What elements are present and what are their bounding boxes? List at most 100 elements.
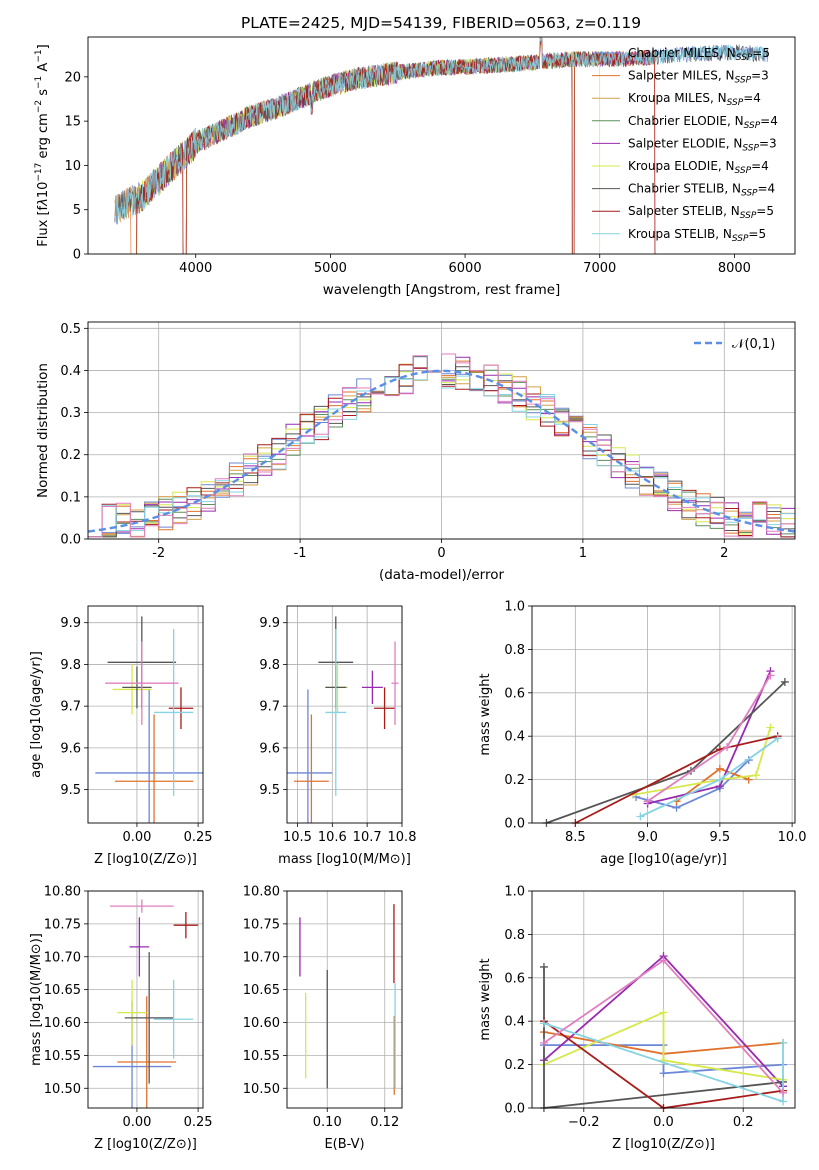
x-tick-label: 0.10 [313,1115,342,1130]
y-tick-label: 0.2 [504,1058,525,1073]
legend-label: Chabrier ELODIE, NSSP=4 [628,114,778,131]
x-tick-label: 0.25 [184,830,213,845]
x-tick-label: 5000 [314,261,347,276]
x-tick-label: 10.5 [283,830,312,845]
y-tick-label: 10.80 [44,885,81,900]
axes-frame [531,890,796,1109]
y-tick-label: 0.8 [504,928,525,943]
axes-mass_vs_ebv: 0.10 0.12 10.50 10.55 10.60 10.65 10.70 10.75 10… [243,885,403,1152]
spectra [114,37,769,254]
y-tick-label: 0.3 [60,406,81,421]
weight-line [633,727,772,796]
y-tick-label: 10.75 [44,917,81,932]
legend-label: Chabrier MILES, NSSP=5 [628,46,770,63]
legend-label: Kroupa STELIB, NSSP=5 [628,227,766,244]
weight-marker [636,812,645,821]
y-tick-label: 10.70 [44,950,81,965]
x-axis-label: Z [log10(Z/Z⊙)] [94,852,197,867]
weight-marker [766,671,775,680]
weight-marker [715,764,724,773]
x-tick-label: 0.2 [733,1115,754,1130]
x-axis-label: age [log10(age/yr)] [600,852,727,867]
weight-marker [723,743,732,752]
weight-marker [780,677,789,686]
legend-label: Salpeter STELIB, NSSP=5 [628,204,774,221]
weight-line [546,681,786,824]
y-tick-label: 1.0 [504,600,525,615]
error-bars [287,616,399,823]
weight-marker [659,956,668,965]
y-tick-label: 10 [64,159,81,174]
histogram-step [88,353,795,538]
x-tick-label: 10.7 [353,830,382,845]
y-tick-label: 10.55 [44,1049,81,1064]
y-tick-label: 9.5 [60,783,81,798]
y-tick-label: 9.5 [259,783,280,798]
axes-frame [87,36,796,255]
y-tick-label: 0.4 [60,364,81,379]
y-tick-label: 5 [73,203,81,218]
x-tick-label: 8000 [718,261,751,276]
axes-frame [87,321,796,540]
weight-marker [779,1038,788,1047]
x-tick-label: 9.0 [637,830,658,845]
y-tick-label: 0.4 [504,1015,525,1030]
x-tick-label: 10.0 [778,830,807,845]
weight-marker [659,1008,668,1017]
axes-age_vs_mass: 10.5 10.6 10.7 10.8 9.5 9.6 9.7 9.8 9.9 mass [log… [259,605,416,867]
weight-marker [751,771,760,780]
axes-frame [286,605,403,824]
y-tick-label: 0.6 [504,971,525,986]
y-axis-label: mass weight [478,958,493,1040]
y-tick-label: 10.65 [243,983,280,998]
y-tick-label: 0.8 [504,643,525,658]
y-tick-label: 0.0 [504,817,525,832]
legend-label: Kroupa MILES, NSSP=4 [628,91,761,108]
x-axis-label: wavelength [Angstrom, rest frame] [323,282,561,298]
x-axis-label: mass [log10(M/M⊙)] [278,852,411,867]
y-tick-label: 10.80 [243,885,280,900]
y-tick-label: 0.2 [504,773,525,788]
legend-label: Salpeter MILES, NSSP=3 [628,69,769,86]
y-tick-label: 0.6 [504,686,525,701]
weight-marker [715,775,724,784]
error-bars [299,904,396,1095]
x-axis-label: (data-model)/error [379,567,505,583]
weight-line [647,670,772,805]
y-tick-label: 20 [64,70,81,85]
x-tick-label: 4000 [179,261,212,276]
weight-line [543,1011,784,1081]
legend-label: Chabrier STELIB, NSSP=4 [628,182,775,199]
histograms [88,353,795,538]
y-tick-label: 10.70 [243,950,280,965]
axes-mass_vs_Z: 0.00 0.25 10.50 10.55 10.60 10.65 10.70 10.75 10… [29,885,213,1153]
y-tick-label: 15 [64,115,81,130]
axes-age_vs_Z: 0.00 0.25 9.5 9.6 9.7 9.8 9.9 Z [log10(Z/Z⊙)] ag… [29,605,213,867]
x-tick-label: 2 [720,546,728,561]
y-axis-label: age [log10(age/yr)] [29,651,44,778]
y-tick-label: 9.7 [60,700,81,715]
y-tick-label: 9.8 [259,658,280,673]
y-tick-label: 10.65 [44,983,81,998]
y-tick-label: 1.0 [504,885,525,900]
y-tick-label: 0.1 [60,490,81,505]
weight-marker [539,1038,548,1047]
legend-label: 𝒩(0,1) [732,337,775,352]
weight-marker [659,1069,668,1078]
x-tick-label: 8.5 [565,830,586,845]
y-axis-label: Flux [fλ10−17 erg cm−2 s−1 A−1] [34,44,51,246]
weight-marker [779,1097,788,1106]
legend-label: Salpeter ELODIE, NSSP=3 [628,136,777,153]
x-axis-label: Z [log10(Z/Z⊙)] [612,1137,715,1152]
axes-weight_vs_age: 8.5 9.0 9.5 10.0 0.0 0.2 0.4 0.6 0.8 1.0 age [log1… [478,600,807,868]
weight-marker [779,1088,788,1097]
legend-label: Kroupa ELODIE, NSSP=4 [628,159,769,176]
error-bars [95,616,203,823]
y-tick-label: 10.60 [44,1016,81,1031]
figure-title: PLATE=2425, MJD=54139, FIBERID=0563, z=0… [241,14,641,32]
y-tick-label: 0.0 [60,533,81,548]
weight-lines [542,667,789,827]
y-tick-label: 9.7 [259,700,280,715]
axes-frame [531,605,796,824]
